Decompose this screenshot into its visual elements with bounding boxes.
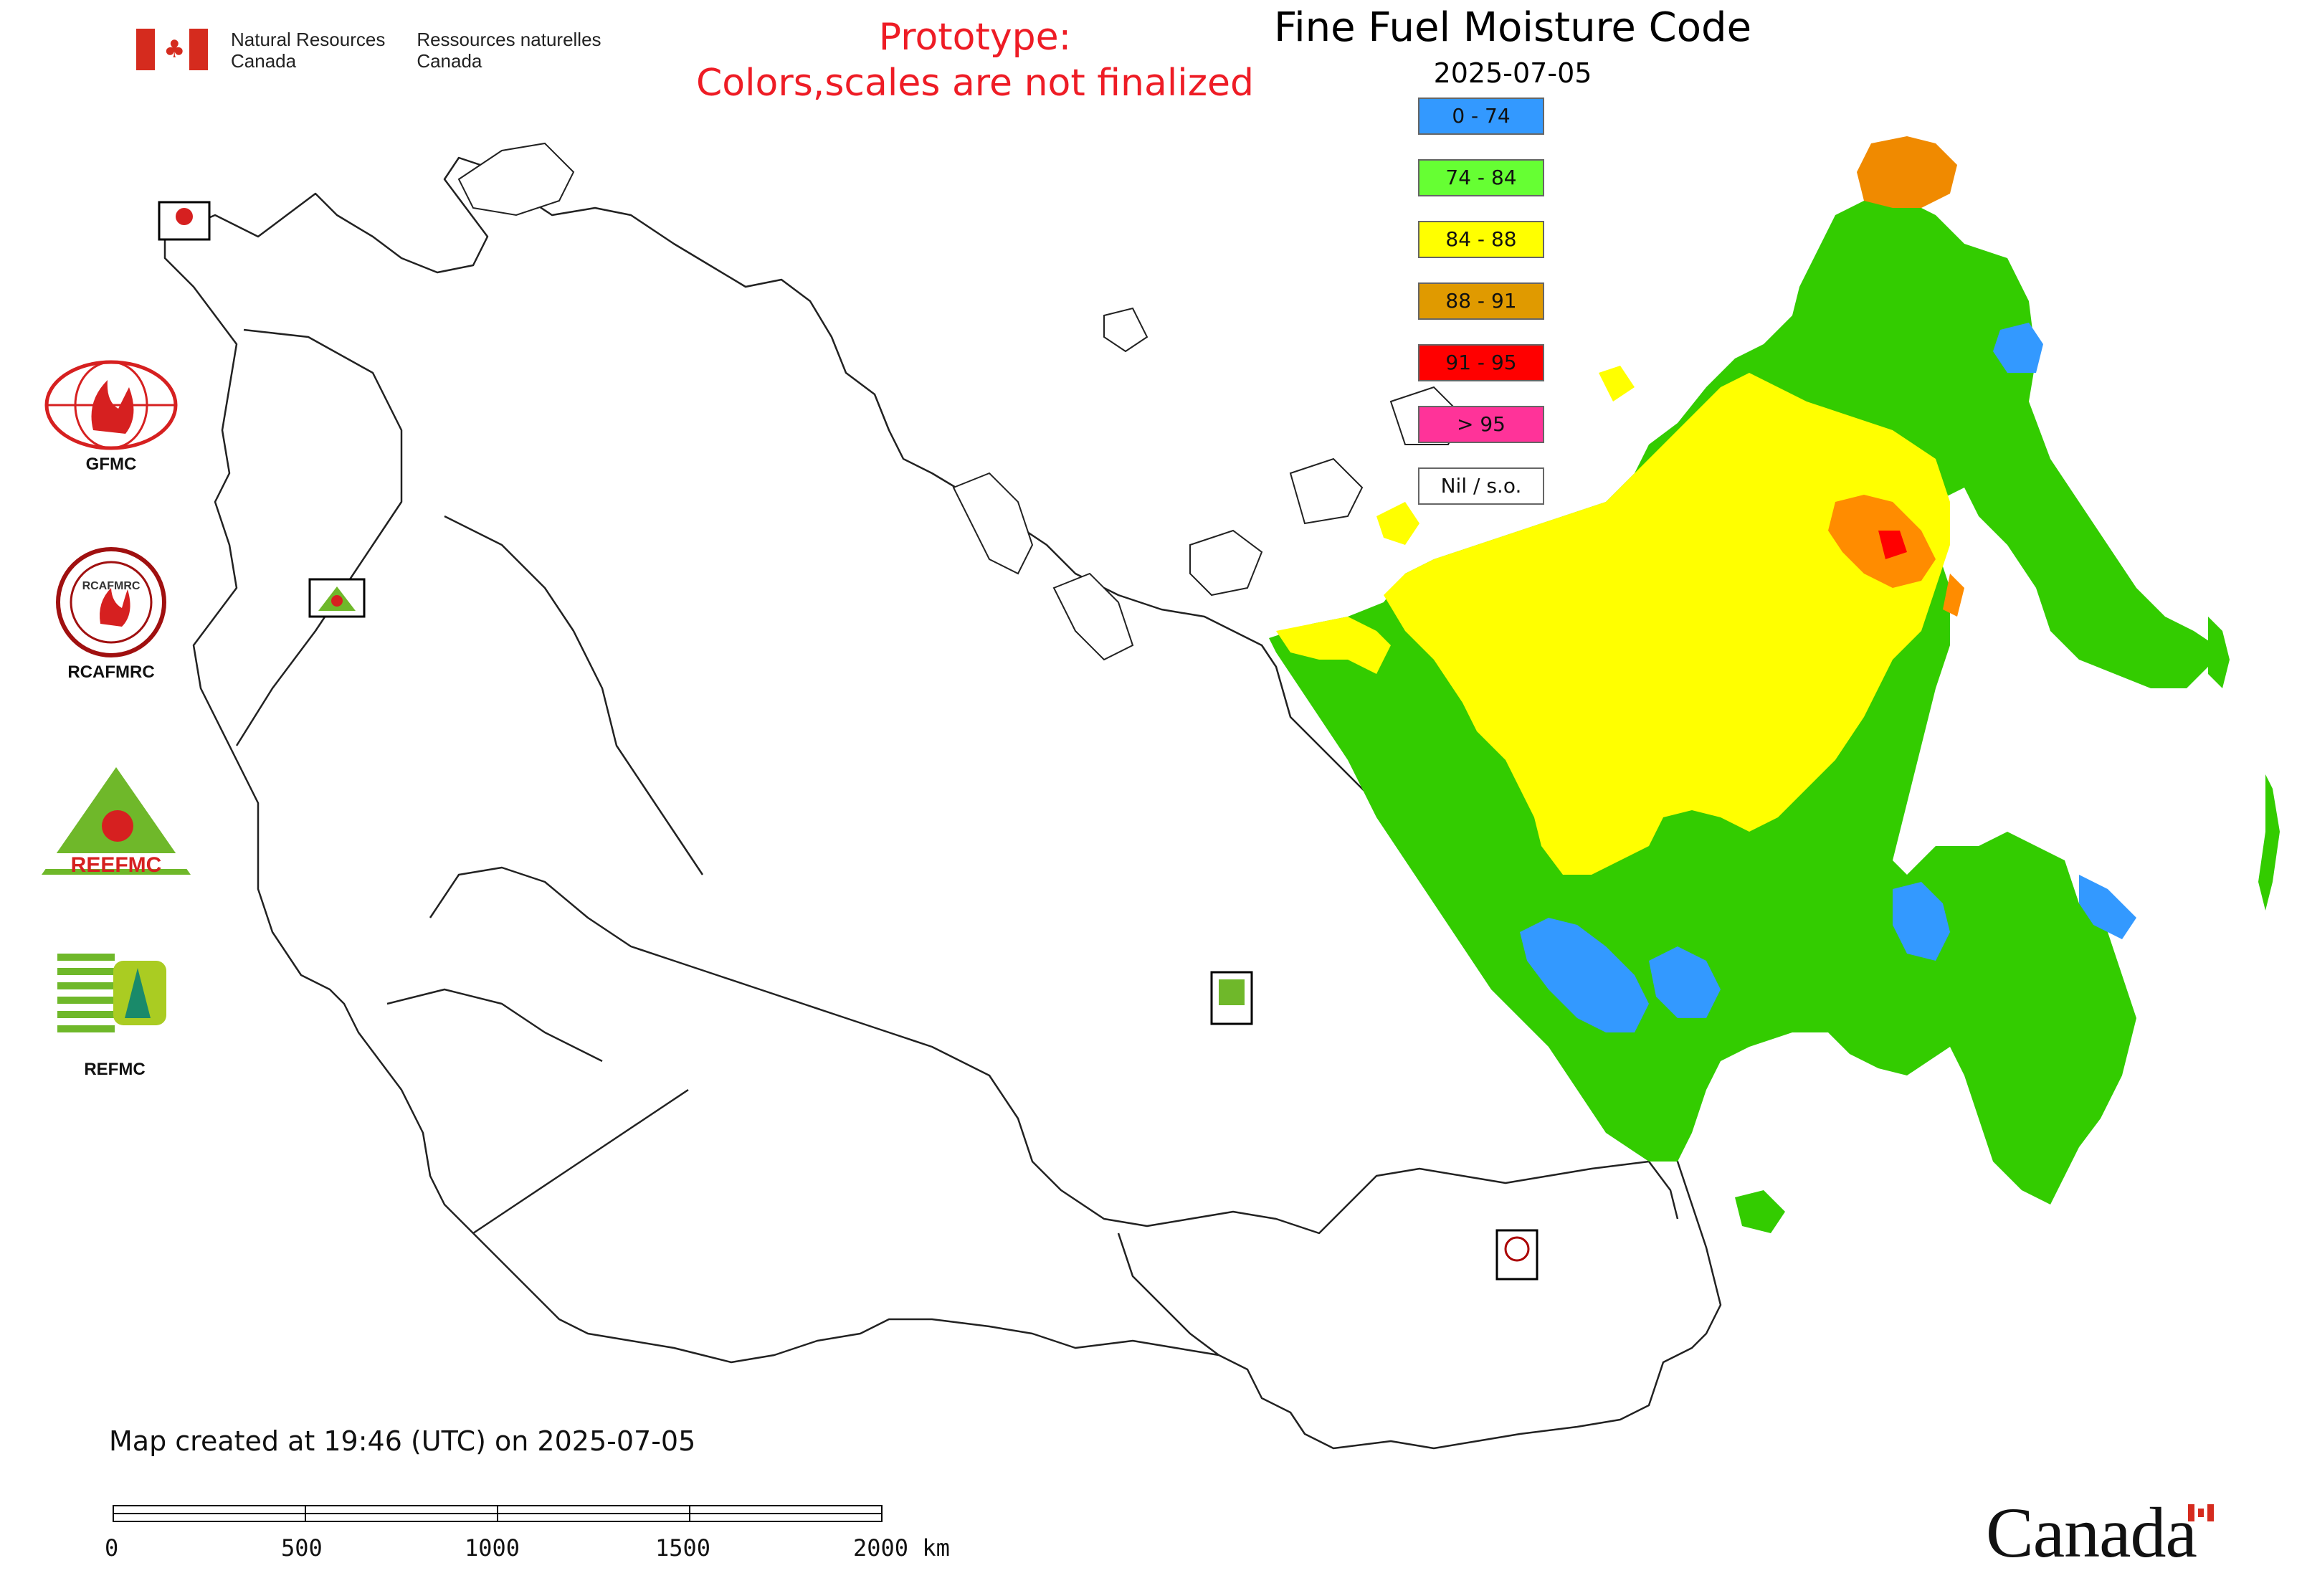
reefmc-logo: REEFMC [37,767,195,878]
rcafmrc-logo: RCAFMRC RCAFMRC [43,545,179,683]
refmc-label: REFMC [84,1060,146,1079]
canada-flag-icon: ♣ [136,29,208,70]
refmc-logo: REFMC [57,946,172,1080]
legend-item-nil: Nil / s.o. [1418,467,1544,505]
svg-text:RCAFMRC: RCAFMRC [82,580,141,592]
rcafmrc-seal-icon: RCAFMRC [56,547,166,657]
reefmc-triangle-icon [42,767,191,875]
legend-item-0-74: 0 - 74 [1418,98,1544,135]
western-region-outline [163,156,1722,1450]
agency-name-en: Natural Resources Canada [231,29,386,72]
legend-item-84-88: 84 - 88 [1418,221,1544,258]
legend-item-74-84: 74 - 84 [1418,159,1544,196]
map-created-note: Map created at 19:46 (UTC) on 2025-07-05 [109,1425,696,1457]
legend-item-88-91: 88 - 91 [1418,282,1544,320]
rcafmrc-label: RCAFMRC [67,662,155,682]
scale-tick-2000: 2000 km [853,1534,950,1562]
map-title: Fine Fuel Moisture Code [1273,4,1752,51]
legend-item-gt-95: > 95 [1418,406,1544,443]
scale-tick-500: 500 [281,1534,323,1562]
agency-signature: ♣ Natural Resources Canada Ressources na… [136,29,601,72]
legend-item-91-95: 91 - 95 [1418,344,1544,381]
wordmark-flag-icon [2188,1504,2214,1521]
scale-tick-1000: 1000 [465,1534,520,1562]
scale-tick-0: 0 [105,1534,119,1562]
canada-wordmark: Canada [1986,1493,2197,1572]
agency-name-fr: Ressources naturelles Canada [417,29,601,72]
map-date: 2025-07-05 [1433,57,1592,89]
gfmc-label: GFMC [85,455,137,474]
legend: 0 - 74 74 - 84 84 - 88 88 - 91 91 - 95 >… [1418,98,1544,529]
gfmc-globe-icon [44,360,178,450]
prototype-notice: Prototype: Colors,scales are not finaliz… [695,16,1255,105]
reefmc-label: REEFMC [70,853,162,877]
refmc-emblem-icon [57,946,166,1040]
scale-tick-1500: 1500 [655,1534,711,1562]
scale-bar [113,1505,883,1522]
gfmc-logo: GFMC [43,358,179,475]
